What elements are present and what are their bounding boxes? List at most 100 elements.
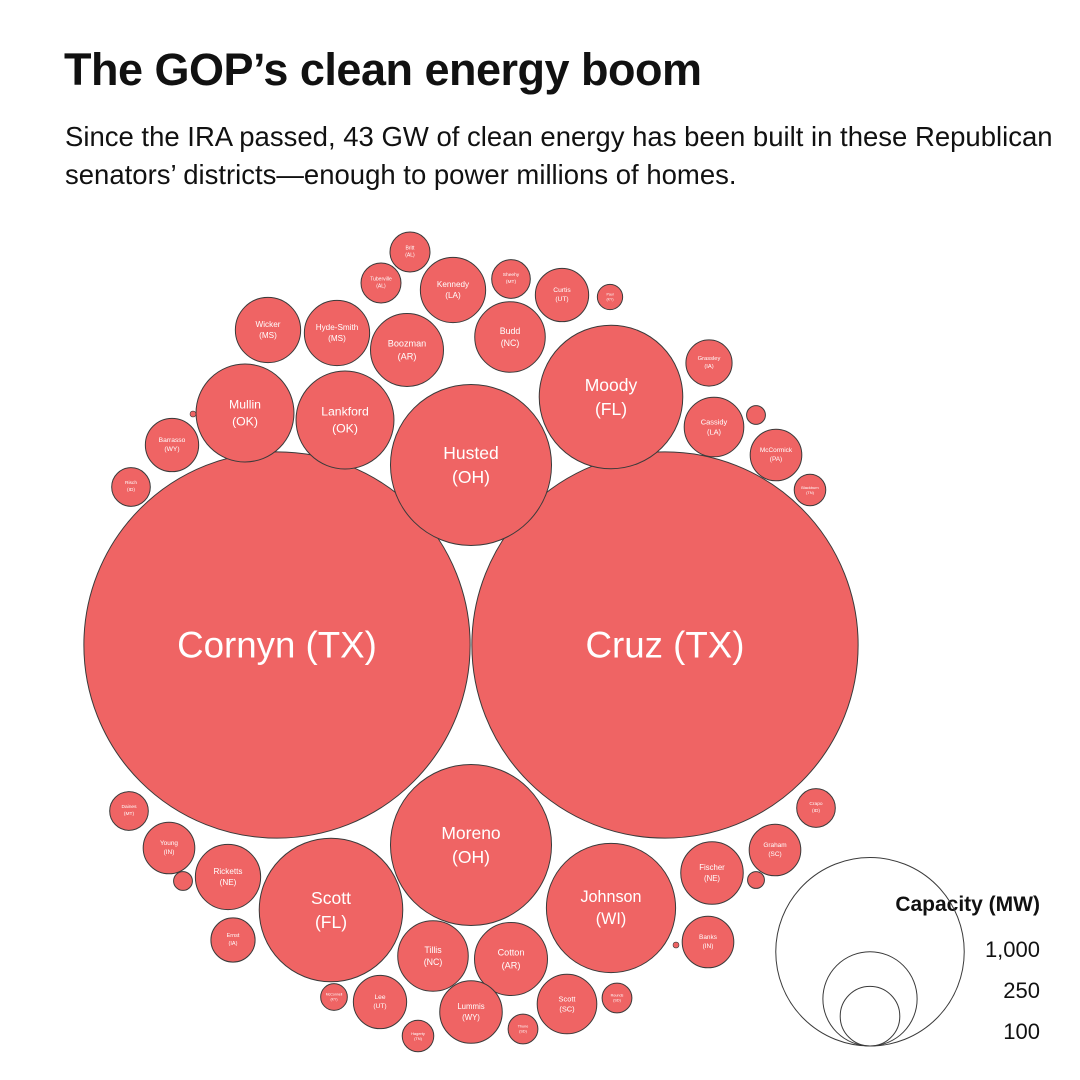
bubble-label: Lankford (321, 405, 369, 419)
bubble-circle (195, 363, 295, 463)
bubble-label: Tillis (424, 945, 442, 955)
bubble-label: (IA) (704, 364, 713, 370)
bubble-circle (793, 473, 827, 507)
bubble-fischer-ne: Fischer (NE) (680, 841, 744, 905)
chart-subtitle: Since the IRA passed, 43 GW of clean ene… (65, 121, 1053, 190)
bubble-circle (389, 763, 553, 927)
bubble-label: (SD) (613, 999, 621, 1003)
bubble-circle (194, 843, 262, 911)
bubble-circle (389, 383, 553, 547)
bubble-sheehy-mt: Sheehy(MT) (491, 259, 531, 299)
legend-title: Capacity (MW) (895, 893, 1040, 916)
bubble-label: Barrasso (159, 437, 186, 444)
bubble-label: Risch (125, 480, 137, 486)
bubble-label: Blackburn (801, 485, 819, 490)
bubble-wicker-ms: Wicker (MS) (234, 296, 302, 364)
bubble-circle (545, 842, 677, 974)
bubble-circle (474, 922, 548, 996)
bubble-circle (491, 259, 531, 299)
bubble-rounds-sd: Rounds (SD) (601, 982, 633, 1014)
bubble-circle (189, 410, 197, 418)
bubble-label: Curtis (553, 287, 571, 294)
bubble-label: Moody (585, 375, 638, 395)
bubble-label: (OH) (452, 467, 490, 487)
bubble-label: (MS) (259, 331, 277, 340)
bubble-ricketts-ne: Ricketts (NE) (194, 843, 262, 911)
bubble-cornyn-tx: Cornyn (TX) (83, 451, 471, 839)
bubble-label: Sheehy (503, 272, 520, 278)
bubble-circle (596, 283, 624, 311)
bubble-mcconnell-ky: McConnell(KY) (320, 983, 348, 1011)
bubble-label: Cruz (TX) (586, 625, 745, 666)
bubble-lummis-wy: Lummis (WY) (439, 980, 503, 1044)
bubble-unlabeled (747, 871, 765, 889)
bubble-circle (303, 299, 371, 367)
bubble-label: (MS) (328, 334, 346, 343)
bubble-husted-oh: Husted (OH) (389, 383, 553, 547)
bubble-crapo-id: Crapo(ID) (796, 788, 836, 828)
bubble-label: Crapo (809, 801, 822, 807)
bubble-circle (360, 262, 402, 304)
bubble-label: (ID) (127, 487, 135, 493)
bubble-label: (LA) (445, 291, 461, 300)
bubble-label: Ernst (227, 933, 240, 939)
bubble-graham-sc: Graham (SC) (748, 823, 802, 877)
bubble-mccormick-pa: McCormick (PA) (749, 428, 803, 482)
bubble-circle (397, 920, 469, 992)
bubble-boozman-ar: Boozman (AR) (370, 313, 444, 387)
bubble-circle (507, 1013, 539, 1045)
bubble-unlabeled (746, 405, 766, 425)
bubble-label: (IN) (164, 849, 175, 856)
bubble-label: Hagerty (411, 1031, 425, 1036)
bubble-label: (WY) (462, 1013, 480, 1022)
bubble-label: McCormick (760, 447, 793, 454)
bubble-lankford-ok: Lankford (OK) (295, 370, 395, 470)
bubble-label: Cassidy (701, 417, 728, 426)
bubble-moody-fl: Moody (FL) (538, 324, 684, 470)
bubble-label: Paul (606, 293, 613, 297)
bubble-blackburn-tn: Blackburn(TN) (793, 473, 827, 507)
bubble-circle (83, 451, 471, 839)
bubble-label: Tuberville (370, 277, 392, 283)
bubble-banks-in: Banks (IN) (681, 915, 735, 969)
bubble-circle (474, 301, 546, 373)
bubble-label: (AL) (376, 283, 386, 289)
bubble-circle (538, 324, 684, 470)
bubble-circle (439, 980, 503, 1044)
bubble-label: (AR) (398, 351, 417, 361)
bubble-label: (IN) (703, 943, 714, 950)
bubble-label: (UT) (373, 1003, 386, 1010)
bubble-mullin-ok: Mullin (OK) (195, 363, 295, 463)
bubble-circle (681, 915, 735, 969)
bubble-label: McConnell (326, 993, 343, 997)
bubble-label: Britt (406, 246, 416, 252)
bubble-label: (AL) (405, 252, 415, 258)
bubble-circle (536, 973, 598, 1035)
bubble-label: (AR) (502, 960, 521, 970)
bubble-circle (749, 428, 803, 482)
bubble-cassidy-la: Cassidy (LA) (683, 396, 745, 458)
bubble-label: (NC) (501, 338, 520, 348)
bubble-label: Cornyn (TX) (177, 625, 377, 666)
bubble-circle (173, 871, 193, 891)
bubble-label: Graham (763, 842, 786, 849)
bubble-label: Wicker (256, 320, 281, 329)
bubble-circle (796, 788, 836, 828)
bubble-label: Cotton (498, 948, 525, 958)
bubble-label: Budd (500, 326, 521, 336)
bubble-label: (IA) (229, 941, 238, 947)
bubble-hagerty-tn: Hagerty(TN) (401, 1019, 435, 1053)
bubble-johnson-wi: Johnson (WI) (545, 842, 677, 974)
bubble-label: (OH) (452, 847, 490, 867)
bubble-thune-sd: Thune (SD) (507, 1013, 539, 1045)
bubble-tillis-nc: Tillis (NC) (397, 920, 469, 992)
bubble-circle (401, 1019, 435, 1053)
bubble-unlabeled (173, 871, 193, 891)
bubble-label: Ricketts (213, 867, 242, 876)
bubble-label: (SC) (559, 1005, 575, 1014)
bubble-unlabeled (189, 410, 197, 418)
bubble-label: (NC) (424, 957, 443, 967)
bubble-circle (210, 917, 256, 963)
bubble-label: Banks (699, 934, 717, 941)
bubble-ernst-ia: Ernst (IA) (210, 917, 256, 963)
